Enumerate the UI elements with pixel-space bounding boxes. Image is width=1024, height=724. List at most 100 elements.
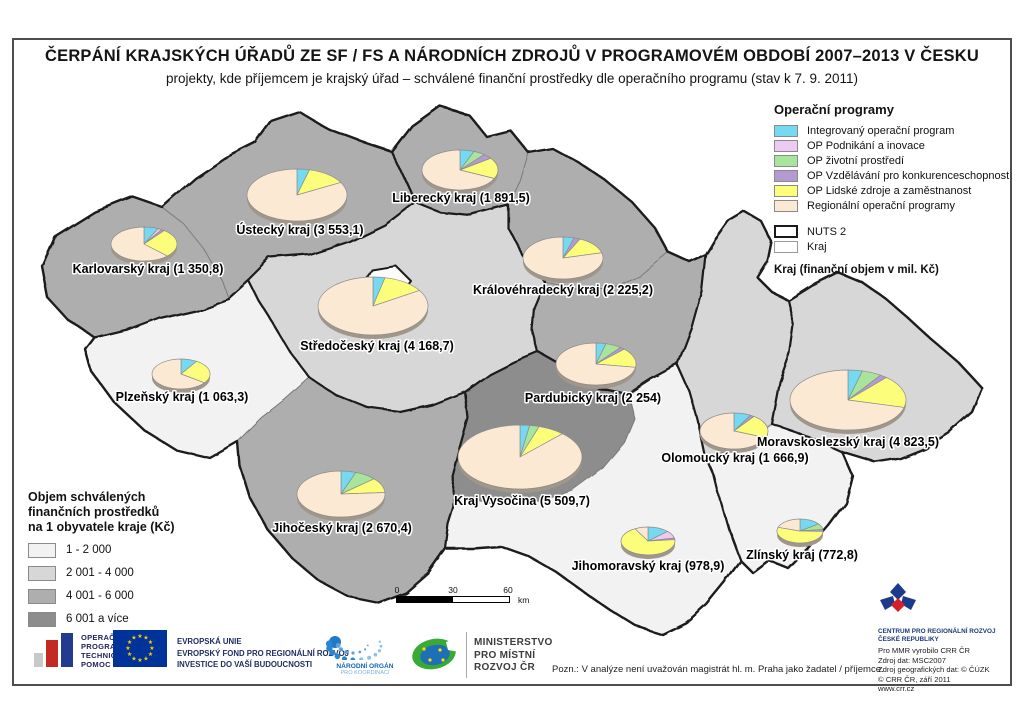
nuts2-swatch xyxy=(774,225,798,238)
legend-program-label: Regionální operační programy xyxy=(807,199,955,212)
nok-dot xyxy=(344,650,349,654)
nuts2-border xyxy=(626,363,680,396)
eu-star: ★ xyxy=(131,655,136,662)
legend-program-label: OP Vzdělávání pro konkurenceschopnost xyxy=(807,169,1010,182)
optp-bars-icon xyxy=(34,633,73,667)
nuts2-border xyxy=(770,422,844,454)
logo-divider xyxy=(466,632,467,678)
nuts2-border xyxy=(530,280,547,354)
pie-jihomoravsky xyxy=(620,526,676,559)
nok-dot xyxy=(359,657,364,662)
pie-slice xyxy=(296,470,386,518)
legend-program-item: OP Vzdělávání pro konkurenceschopnost xyxy=(774,168,1010,183)
region-label-pardubicky: Pardubický kraj (2 254) xyxy=(525,391,661,405)
nok-line2: PRO KOORDINACI xyxy=(340,670,390,676)
scale-bar: 0 30 60 km xyxy=(394,585,546,605)
nuts2-border xyxy=(770,298,796,426)
pie-vysocina xyxy=(457,424,583,493)
scale-bar-ticks: 0 30 60 xyxy=(394,585,513,595)
pie-slice xyxy=(143,230,178,257)
eu-star: ★ xyxy=(143,655,148,662)
nuts2-border xyxy=(246,278,312,380)
nuts2-border xyxy=(676,253,708,367)
nok-dot xyxy=(366,644,369,647)
kraj-label: Kraj xyxy=(807,240,827,253)
crr-logo-icon xyxy=(880,583,916,612)
mmr-text: MINISTERSTVO PRO MÍSTNÍ ROZVOJ ČR xyxy=(474,637,553,673)
legend-program-item: OP Podnikání a inovace xyxy=(774,138,1010,153)
nuts2-border xyxy=(443,496,458,550)
legend-per-capita-swatch xyxy=(28,565,56,581)
pie-slice xyxy=(776,526,824,544)
crr-credits: Pro MMR vyrobilo CRR ČR Zdroj dat: MSC20… xyxy=(878,646,990,694)
nuts2-border xyxy=(93,296,230,340)
legend-operational-programs: Operační programy Integrovaný operační p… xyxy=(774,102,1010,276)
region-label-zlinsky: Zlínský kraj (772,8) xyxy=(746,548,858,562)
scale-bar-graphic xyxy=(396,596,510,603)
pie-liberecky xyxy=(421,149,499,194)
legend-per-capita-label: 1 - 2 000 xyxy=(66,544,112,556)
nok-dot xyxy=(350,657,356,663)
legend-program-swatch xyxy=(774,169,798,182)
eu-star: ★ xyxy=(148,651,153,658)
logo-narodni-organ: NÁRODNÍ ORGÁN PRO KOORDINACI xyxy=(317,626,413,676)
legend-program-label: OP životní prostředí xyxy=(807,154,905,167)
pie-slice xyxy=(733,416,769,438)
region-moravskoslezsky xyxy=(771,271,983,463)
legend-program-label: OP Lidské zdroje a zaměstnanost xyxy=(807,184,972,197)
pie-slice xyxy=(555,342,636,386)
pie-slice xyxy=(789,369,905,431)
crr-org-name: CENTRUM PRO REGIONÁLNÍ ROZVOJ ČESKÉ REPU… xyxy=(878,628,996,643)
legend-nuts2-row: NUTS 2 xyxy=(774,224,1010,239)
eu-star: ★ xyxy=(131,635,136,642)
legend-per-capita-title: Objem schválených finančních prostředků … xyxy=(28,490,175,534)
czech-regions-map: Karlovarský kraj (1 350,8) Ústecký kraj (… xyxy=(40,104,984,636)
nuts2-label: NUTS 2 xyxy=(807,225,847,238)
legend-program-swatch xyxy=(774,199,798,212)
scale-bar-unit: km xyxy=(518,595,530,605)
pie-stredocesky xyxy=(317,276,429,339)
nuts2-border xyxy=(463,350,540,394)
legend-per-capita-label: 2 001 - 4 000 xyxy=(66,567,134,579)
nuts2-border xyxy=(704,456,742,562)
region-label-moravskoslezsky: Moravskoslezský kraj (4 823,5) xyxy=(757,435,939,449)
kraj-swatch xyxy=(774,240,798,253)
nok-line1: NÁRODNÍ ORGÁN xyxy=(336,663,394,670)
legend-kraj-volume-note: Kraj (finanční objem v mil. Kč) xyxy=(774,264,939,276)
pie-slice xyxy=(847,377,907,408)
legend-kraj-row: Kraj xyxy=(774,239,1010,254)
pie-slice xyxy=(151,358,205,390)
pie-moravskoslezsky xyxy=(789,369,907,434)
pie-slice xyxy=(777,518,801,532)
eu-flag-icon: ★ ★★★★★★★★★★★ xyxy=(113,630,167,667)
nok-dot xyxy=(351,651,355,655)
region-label-vysocina: Kraj Vysočina (5 509,7) xyxy=(454,494,590,508)
region-label-ustecky: Ústecký kraj (3 553,1) xyxy=(236,222,363,237)
pie-pardubicky xyxy=(555,342,637,389)
pie-karlovarsky xyxy=(110,226,178,265)
eu-star: ★ xyxy=(137,657,142,664)
region-label-jihocesky: Jihočeský kraj (2 670,4) xyxy=(272,521,412,535)
region-label-stredocesky: Středočeský kraj (4 168,7) xyxy=(300,339,454,353)
nok-dot xyxy=(377,649,382,653)
nok-dot xyxy=(334,653,341,660)
region-labels: Karlovarský kraj (1 350,8) Ústecký kraj (… xyxy=(71,190,940,575)
region-label-jihomoravsky: Jihomoravský kraj (978,9) xyxy=(572,559,725,573)
nok-dot xyxy=(341,656,348,662)
legend-program-swatch xyxy=(774,154,798,167)
pie-slice xyxy=(180,360,211,384)
page-subtitle: projekty, kde příjemcem je krajský úřad … xyxy=(165,71,859,86)
pie-ustecky xyxy=(246,168,348,225)
logo-op-technicka-pomoc: OPERAČNÍ PROGRAM TECHNICKÁ POMOC xyxy=(34,630,128,669)
analysis-note: Pozn.: V analýze není uvažován magistrát… xyxy=(552,664,884,675)
pie-slice xyxy=(620,528,676,556)
legend-program-label: Integrovaný operační program xyxy=(807,124,955,137)
pie-slice xyxy=(110,226,168,262)
legend-program-swatch xyxy=(774,184,798,197)
pie-slice xyxy=(699,412,766,450)
legend-per-capita-swatch xyxy=(28,542,56,558)
legend-program-item: OP Lidské zdroje a zaměstnanost xyxy=(774,183,1010,198)
legend-program-label: OP Podnikání a inovace xyxy=(807,139,925,152)
nok-dot xyxy=(373,652,378,657)
nuts2-border xyxy=(390,150,417,204)
